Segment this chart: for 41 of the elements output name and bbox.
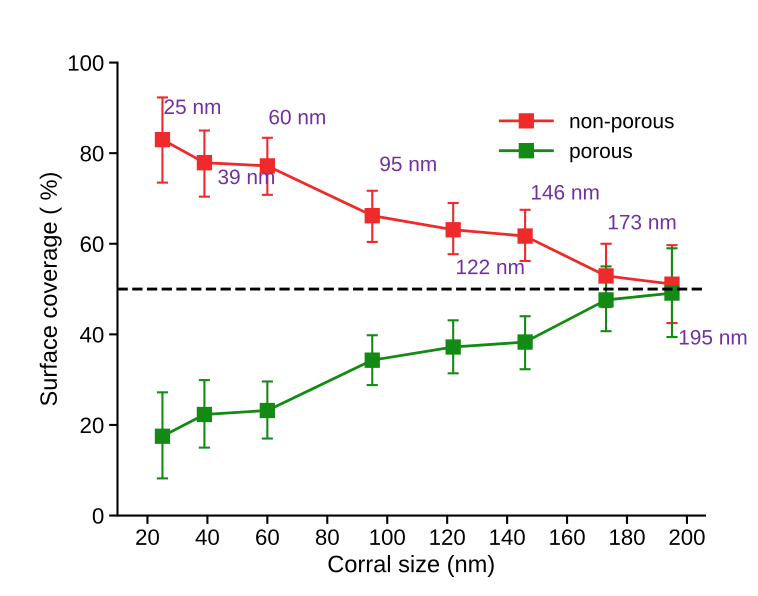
annotation: 173 nm <box>608 214 676 230</box>
x-tick-label: 180 <box>610 529 645 546</box>
annotation: 95 nm <box>380 156 436 172</box>
y-axis-title: Surface coverage ( %) <box>40 173 62 406</box>
x-tick-label: 100 <box>370 529 405 546</box>
x-tick-label: 200 <box>670 529 705 546</box>
y-tick-label: 0 <box>92 508 104 524</box>
point <box>517 228 533 244</box>
y-tick-label: 80 <box>80 146 104 162</box>
point <box>446 339 461 355</box>
x-tick-label: 20 <box>136 529 159 546</box>
point <box>364 208 380 224</box>
point <box>598 292 614 308</box>
point <box>154 132 170 148</box>
x-tick-label: 80 <box>316 529 339 546</box>
point <box>260 158 275 174</box>
legend-label: non-porous <box>570 116 674 132</box>
x-axis-title: Corral size (nm) <box>328 555 494 578</box>
x-tick-label: 40 <box>196 529 219 546</box>
x-tick-label: 160 <box>550 529 585 546</box>
point <box>364 352 380 368</box>
annotation: 60 nm <box>269 110 325 124</box>
legend-label: porous <box>570 146 632 162</box>
point <box>260 402 275 418</box>
y-tick-label: 40 <box>80 326 104 343</box>
y-tick-label: 60 <box>80 236 104 252</box>
annotation: 122 nm <box>457 260 524 274</box>
y-tick-label: 20 <box>80 417 104 434</box>
point <box>154 428 170 444</box>
x-tick-label: 120 <box>430 529 465 546</box>
point <box>598 268 614 284</box>
point <box>196 155 212 170</box>
point <box>196 406 212 422</box>
annotation: 195 nm <box>680 330 746 345</box>
annotation: 25 nm <box>164 99 220 114</box>
y-tick-label: 100 <box>68 55 104 71</box>
point <box>446 222 461 238</box>
annotation: 146 nm <box>532 184 598 200</box>
x-tick-label: 60 <box>256 529 279 546</box>
x-tick-label: 140 <box>490 529 525 546</box>
point <box>517 334 533 350</box>
